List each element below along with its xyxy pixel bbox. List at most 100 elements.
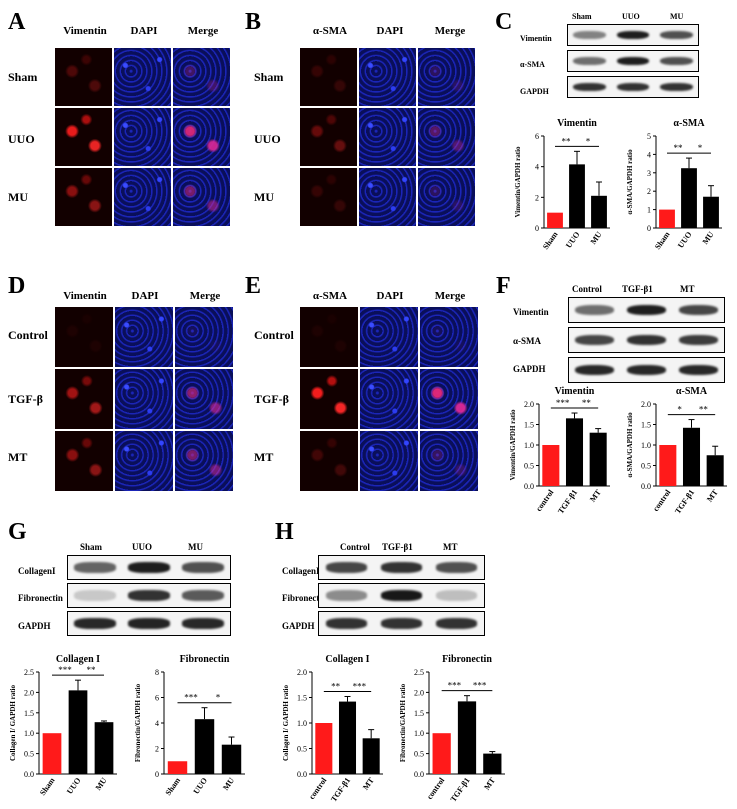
- row-label: MU: [8, 190, 28, 204]
- x-tick-label: Sham: [38, 776, 57, 797]
- micrograph-tile: [300, 168, 357, 226]
- x-tick-label: Sham: [164, 776, 183, 797]
- bar-chart-collagen: Collagen I Collagen I/ GAPDH ratio 0.0 0.5 1…: [9, 654, 117, 797]
- y-tick-label: 3: [647, 169, 651, 178]
- x-tick-label: control: [651, 487, 673, 513]
- y-tick-label: 8: [155, 668, 159, 677]
- y-tick-label: 5: [647, 132, 651, 141]
- blot-band: [626, 304, 667, 316]
- significance-marker: ***: [448, 681, 462, 691]
- x-tick-label: UUO: [564, 230, 582, 250]
- band-label: GAPDH: [520, 87, 549, 96]
- y-tick-label: 2.0: [297, 668, 307, 677]
- y-tick-label: 1.5: [414, 709, 424, 718]
- row-label: MT: [254, 450, 274, 464]
- lane-label: TGF-β1: [382, 542, 413, 552]
- blot-band: [74, 590, 116, 601]
- col-label: Merge: [434, 25, 466, 37]
- row-label: TGF-β: [8, 392, 43, 406]
- chart-title: Vimentin: [555, 386, 595, 397]
- panel-label-e: E: [245, 273, 262, 299]
- micrograph-tile: [360, 307, 418, 367]
- panel-label-a: A: [8, 9, 26, 35]
- chart-title: Collagen I: [325, 654, 369, 665]
- chart-title: Vimentin: [557, 118, 597, 129]
- blot-strip: [567, 50, 699, 72]
- bar-chart-collagen: Collagen I Collagen I/ GAPDH ratio 0.0 0.5 1…: [282, 654, 383, 802]
- y-tick-label: 1: [647, 206, 651, 215]
- y-tick-label: 0.5: [641, 462, 651, 471]
- bar: [338, 701, 357, 774]
- y-tick-label: 4: [155, 719, 159, 728]
- blot-band: [325, 590, 368, 601]
- lane-label: MU: [670, 12, 684, 21]
- row-label: Sham: [8, 70, 38, 84]
- lane-label: MT: [443, 542, 458, 552]
- y-tick-label: 2.0: [641, 400, 651, 409]
- blot-strip: [67, 611, 231, 636]
- y-tick-label: 0: [155, 770, 159, 779]
- y-axis-label: Collagen I/ GAPDH ratio: [9, 684, 17, 761]
- bar-chart-vimentin: Vimentin Vimentin/GAPDH ratio 0.0 0.5 1.0 1.5…: [509, 386, 610, 514]
- y-tick-label: 0.5: [24, 750, 34, 759]
- micrograph-tile: [175, 307, 233, 367]
- col-label: Merge: [434, 290, 466, 302]
- micrograph-tile: [55, 431, 113, 491]
- blot-band: [128, 562, 170, 573]
- y-tick-label: 4: [647, 150, 651, 159]
- col-label: DAPI: [376, 25, 404, 37]
- bar-chart-fibronectin: Fibronectin Fibronectin/GAPDH ratio 0.0 0.5…: [399, 654, 505, 802]
- panel-label-f: F: [496, 273, 511, 299]
- y-axis-label: Collagen I/ GAPDH ratio: [282, 684, 290, 761]
- row-label: Control: [8, 328, 48, 342]
- row-label: UUO: [8, 132, 35, 146]
- bar: [221, 744, 242, 774]
- col-label: Vimentin: [63, 25, 107, 37]
- micrograph-tile: [175, 431, 233, 491]
- panel-label-b: B: [245, 9, 262, 35]
- lane-label: Control: [340, 542, 370, 552]
- bar: [547, 212, 563, 228]
- y-tick-label: 1.0: [297, 719, 307, 728]
- chart-title: α-SMA: [676, 386, 708, 397]
- blot-band: [435, 562, 478, 573]
- x-tick-label: UUO: [65, 776, 83, 796]
- y-axis-label: α-SMA/GAPDH ratio: [626, 149, 634, 215]
- significance-marker: *: [216, 693, 221, 703]
- blot-band: [573, 30, 607, 40]
- blot-strip: [67, 583, 231, 608]
- bar: [681, 168, 697, 228]
- blot-band: [575, 304, 615, 316]
- significance-marker: **: [699, 405, 709, 415]
- micrograph-tile: [173, 168, 230, 226]
- blot-strip: [318, 611, 485, 636]
- bar: [542, 445, 560, 486]
- micrograph-tile: [115, 431, 173, 491]
- chart-title: Collagen I: [56, 654, 100, 665]
- y-tick-label: 0.0: [297, 770, 307, 779]
- micrograph-tile: [359, 168, 416, 226]
- panel-label-g: G: [8, 519, 27, 545]
- y-tick-label: 2.0: [414, 688, 424, 697]
- x-tick-label: MU: [589, 230, 604, 246]
- y-axis-label: α-SMA/GAPDH ratio: [626, 412, 634, 478]
- y-tick-label: 2.0: [524, 400, 534, 409]
- col-label: Merge: [187, 25, 219, 37]
- significance-marker: ***: [473, 681, 487, 691]
- blot-band: [74, 618, 116, 629]
- y-tick-label: 2.0: [24, 688, 34, 697]
- blot-band: [325, 562, 368, 573]
- x-tick-label: MT: [705, 487, 720, 503]
- y-tick-label: 2: [535, 193, 539, 202]
- y-tick-label: 1.5: [24, 709, 34, 718]
- y-tick-label: 2.5: [414, 668, 424, 677]
- bar: [659, 445, 677, 486]
- bar: [68, 690, 88, 774]
- panel-label-c: C: [495, 9, 513, 35]
- y-tick-label: 2: [155, 745, 159, 754]
- row-label: Sham: [254, 70, 284, 84]
- significance-marker: ***: [556, 398, 570, 408]
- bar: [432, 733, 451, 774]
- blot-band: [616, 56, 650, 66]
